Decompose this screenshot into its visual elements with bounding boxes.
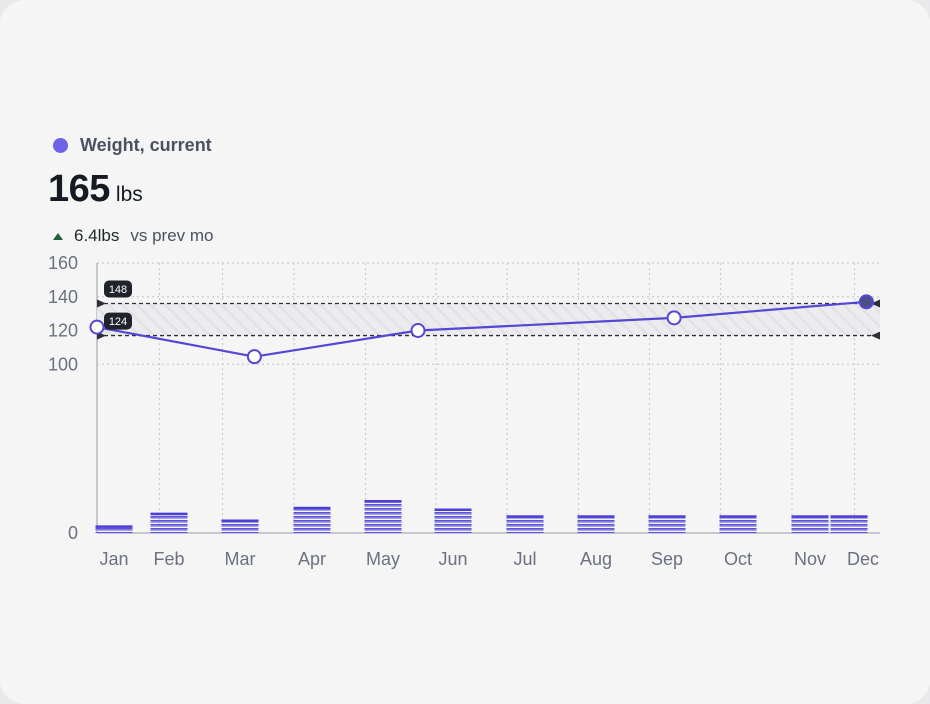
bar-top [221, 519, 259, 522]
x-tick-label: Jul [513, 549, 536, 569]
legend: Weight, current [53, 135, 212, 156]
band-handle-left-icon [97, 299, 106, 308]
bar-top [648, 515, 686, 518]
bar-top [293, 506, 331, 510]
metric-unit: lbs [115, 183, 143, 206]
current-metric: 165 lbs [48, 168, 143, 211]
bar-top [830, 515, 868, 518]
bar-top [506, 515, 544, 518]
x-tick-label: Mar [225, 549, 256, 569]
bar-top [95, 525, 133, 528]
delta-row: 6.4lbs vs prev mo [53, 226, 214, 246]
bar [791, 515, 829, 533]
band-lower-label: 124 [109, 316, 127, 328]
delta-compare: vs prev mo [130, 226, 214, 245]
bar-top [150, 512, 188, 516]
bar [830, 515, 868, 533]
y-tick-label: 160 [48, 253, 78, 273]
x-tick-label: Feb [153, 549, 184, 569]
metric-value: 165 [48, 168, 110, 210]
legend-dot-icon [53, 138, 68, 153]
bar [95, 525, 133, 533]
legend-label: Weight, current [80, 135, 212, 155]
x-tick-label: Jun [438, 549, 467, 569]
x-tick-label: Nov [794, 549, 826, 569]
x-tick-label: Jan [99, 549, 128, 569]
y-tick-label: 140 [48, 287, 78, 307]
y-tick-label: 0 [68, 523, 78, 543]
band-lower-tag [104, 312, 132, 330]
bar [150, 512, 188, 533]
x-tick-label: Aug [580, 549, 612, 569]
band-handle-right-icon [871, 299, 880, 308]
delta-value: 6.4lbs [74, 226, 120, 245]
bar-top [719, 515, 757, 518]
line-point [666, 310, 682, 326]
x-tick-label: Sep [651, 549, 683, 569]
reference-band [97, 303, 880, 336]
bar [648, 515, 686, 533]
y-tick-label: 120 [48, 321, 78, 341]
bar [364, 500, 402, 533]
line-point [246, 349, 262, 365]
bar [221, 519, 259, 533]
bar [577, 515, 615, 533]
bar [719, 515, 757, 533]
line-point [858, 294, 874, 310]
bar [506, 515, 544, 533]
x-tick-label: Oct [724, 549, 752, 569]
bar [293, 506, 331, 533]
band-upper-tag [104, 280, 132, 298]
band-handle-right-icon [871, 331, 880, 340]
x-tick-label: Dec [847, 549, 879, 569]
line-point [410, 323, 426, 338]
bar-top [791, 515, 829, 518]
bar-top [577, 515, 615, 518]
line-point [89, 319, 105, 335]
bar-top [364, 500, 402, 503]
y-tick-label: 100 [48, 354, 78, 374]
bar [434, 508, 472, 533]
band-upper-label: 148 [109, 284, 127, 296]
bar-top [434, 508, 472, 512]
arrow-up-icon [53, 232, 63, 240]
x-tick-label: May [366, 549, 400, 569]
x-tick-label: Apr [298, 549, 326, 569]
